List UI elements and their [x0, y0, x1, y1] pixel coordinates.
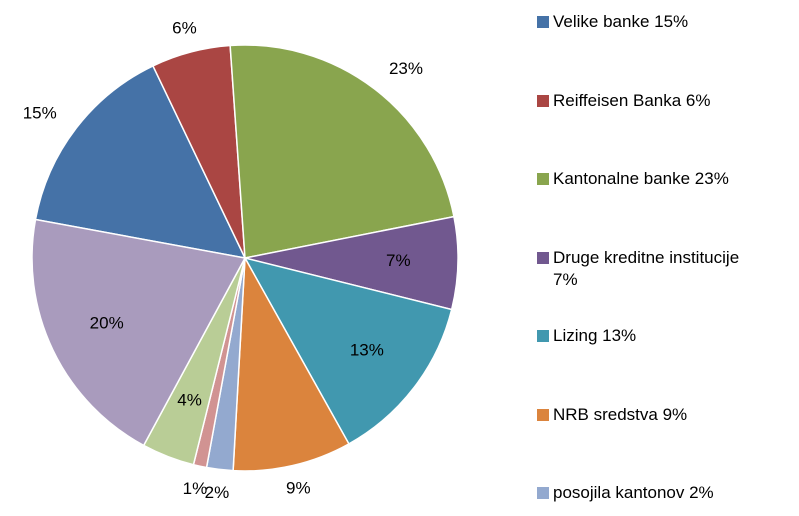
legend-label: Lizing 13% — [553, 326, 637, 345]
data-label: 4% — [177, 390, 202, 409]
legend-item: NRB sredstva 9% — [537, 404, 792, 426]
data-label: 6% — [172, 18, 197, 37]
data-label: 23% — [389, 59, 423, 78]
pie-slice — [232, 255, 350, 472]
legend-label: Druge kreditne institucije 7% — [553, 247, 740, 289]
legend-swatch — [537, 94, 549, 107]
legend-item: Kantonalne banke 23% — [537, 168, 792, 190]
data-label: 1% — [183, 479, 208, 498]
legend-item: Reiffeisen Banka 6% — [537, 90, 792, 112]
data-label: 13% — [350, 341, 384, 360]
data-label: 2% — [205, 483, 230, 502]
data-label: 7% — [386, 251, 411, 270]
legend-swatch — [537, 487, 549, 499]
legend-item: posojila kantonov 2% — [537, 482, 792, 504]
data-label: 15% — [23, 104, 57, 123]
legend-item: Velike banke 15% — [537, 11, 792, 33]
pie-area: 15% 6% 23% 7% 13% 9% 2%1% 4% 20% — [23, 18, 459, 502]
data-label: 9% — [286, 478, 311, 497]
pie-slice — [243, 256, 453, 445]
legend-swatch — [537, 173, 549, 185]
legend-label: Kantonalne banke 23% — [553, 169, 729, 188]
pie-slice — [229, 44, 455, 259]
legend-label: NRB sredstva 9% — [553, 404, 688, 424]
legend-swatch — [537, 408, 549, 421]
pie-slice — [31, 218, 247, 447]
pie-slice — [34, 64, 247, 260]
legend-label: posojila kantonov 2% — [553, 483, 714, 502]
data-label: 20% — [90, 314, 124, 333]
legend-label: Reiffeisen Banka 6% — [553, 90, 711, 110]
legend-item: Lizing 13% — [537, 325, 792, 347]
legend-item: Druge kreditne institucije 7% — [537, 247, 792, 291]
legend-swatch — [537, 251, 549, 264]
legend-swatch — [537, 330, 549, 342]
legend-swatch — [537, 16, 549, 28]
legend-label: Velike banke 15% — [553, 12, 689, 31]
